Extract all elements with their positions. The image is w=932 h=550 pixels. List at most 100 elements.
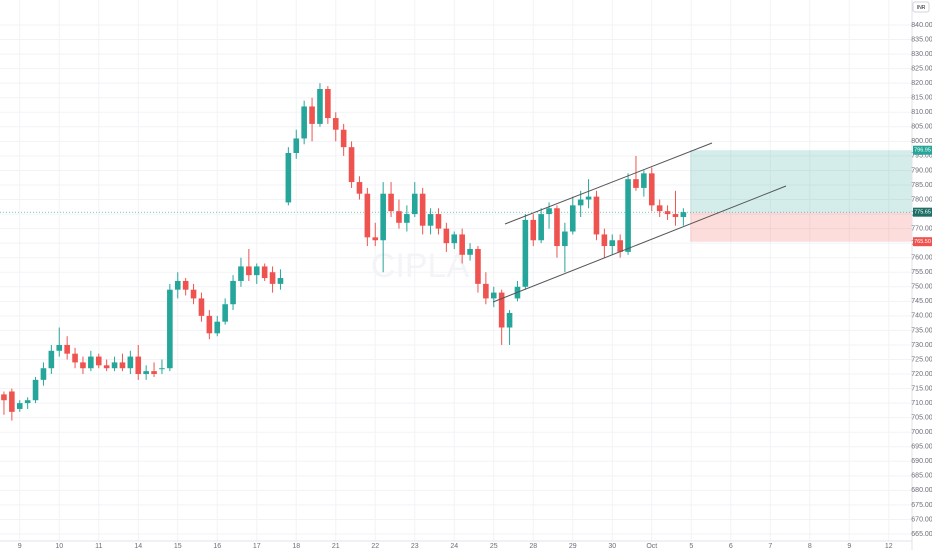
y-tick-label: 785.00 [911, 182, 932, 189]
candle-body [230, 280, 236, 305]
candle-body [56, 344, 63, 351]
candle-body [411, 193, 418, 215]
candle-body [483, 283, 489, 299]
candle-body [332, 118, 339, 130]
candle-body [48, 350, 55, 369]
x-tick-label: 14 [134, 543, 142, 550]
candle-body [467, 248, 473, 255]
x-tick-label: 18 [292, 543, 300, 550]
x-tick-label: 21 [332, 543, 340, 550]
x-tick-label: 28 [529, 543, 537, 550]
watermark: CIPLA [371, 247, 470, 285]
y-tick-label: 680.00 [911, 487, 932, 494]
candle-body [1, 394, 7, 401]
candle-body [111, 362, 118, 369]
y-tick-label: 740.00 [911, 313, 932, 320]
x-tick-label: 9 [847, 543, 851, 550]
candle-body [167, 289, 173, 369]
y-tick-label: 670.00 [911, 516, 932, 523]
candle-body [569, 205, 576, 232]
loss-zone [690, 212, 912, 242]
candle-body [238, 266, 244, 281]
target-label: 796.95 [914, 148, 931, 154]
candle-body [419, 193, 426, 226]
y-tick-label: 815.00 [911, 95, 932, 102]
channel-bottom [492, 185, 787, 303]
candle-body [664, 211, 671, 215]
x-tick-label: 16 [213, 543, 221, 550]
x-tick-label: 12 [885, 543, 893, 550]
candle-body [64, 344, 70, 354]
y-tick-label: 830.00 [911, 51, 932, 58]
candle-body [206, 315, 213, 334]
candle-body [340, 129, 347, 148]
candle-body [451, 234, 458, 244]
y-tick-label: 725.00 [911, 356, 932, 363]
candle-body [16, 403, 23, 409]
candle-body [356, 182, 363, 194]
y-tick-label: 790.00 [911, 167, 932, 174]
y-tick-label: 840.00 [911, 22, 932, 29]
candle-body [680, 212, 687, 217]
candle-body [182, 280, 189, 290]
currency: INR [917, 5, 926, 11]
candle-body [40, 368, 47, 380]
candle-body [601, 234, 608, 247]
candle-body [325, 89, 331, 119]
candle-body [427, 214, 434, 226]
x-tick-label: 5 [689, 543, 693, 550]
candle-body [641, 173, 647, 188]
y-tick-label: 755.00 [911, 269, 932, 276]
y-tick-label: 720.00 [911, 371, 932, 378]
candle-body [9, 391, 15, 412]
candle-body [95, 356, 102, 366]
candle-body [530, 219, 537, 241]
y-tick-label: 820.00 [911, 80, 932, 87]
candle-body [459, 234, 465, 255]
candle-body [159, 368, 165, 370]
candle-body [475, 248, 481, 284]
candle-body [625, 179, 631, 252]
y-tick-label: 705.00 [911, 415, 932, 422]
candle-body [443, 228, 450, 244]
candle-body [348, 147, 355, 183]
candle-body [633, 179, 639, 188]
x-tick-label: 25 [490, 543, 498, 550]
candle-body [174, 280, 181, 290]
y-tick-label: 800.00 [911, 138, 932, 145]
candle-body [80, 362, 86, 369]
y-tick-label: 825.00 [911, 65, 932, 72]
x-tick-label: 23 [411, 543, 419, 550]
stop-label-box [913, 237, 932, 247]
candle-body [593, 196, 600, 235]
candle-body [143, 371, 149, 375]
candle-body [656, 205, 663, 212]
candle-body [24, 400, 31, 404]
candle-body [88, 356, 94, 369]
x-tick-label: 7 [768, 543, 772, 550]
candle-body [498, 292, 505, 328]
candle-body [538, 214, 544, 241]
candle-body [364, 193, 371, 238]
y-tick-label: 695.00 [911, 444, 932, 451]
candle-body [190, 289, 197, 299]
candle-body [253, 266, 260, 276]
price-label: 775.65 [914, 210, 931, 216]
y-tick-label: 710.00 [911, 400, 932, 407]
currency-box[interactable] [912, 1, 930, 13]
y-tick-label: 760.00 [911, 255, 932, 262]
x-tick-label: 15 [174, 543, 182, 550]
candle-body [577, 199, 584, 206]
candle-body [127, 356, 134, 369]
x-tick-label: 29 [569, 543, 577, 550]
candle-body [246, 266, 252, 276]
x-tick-label: 8 [808, 543, 812, 550]
x-tick-label: 10 [55, 543, 63, 550]
candle-body [317, 89, 323, 124]
x-tick-label: 22 [371, 543, 379, 550]
candle-body [222, 304, 228, 322]
candle-body [214, 321, 221, 334]
x-tick-label: 17 [253, 543, 261, 550]
x-tick-label: Oct [646, 543, 657, 550]
